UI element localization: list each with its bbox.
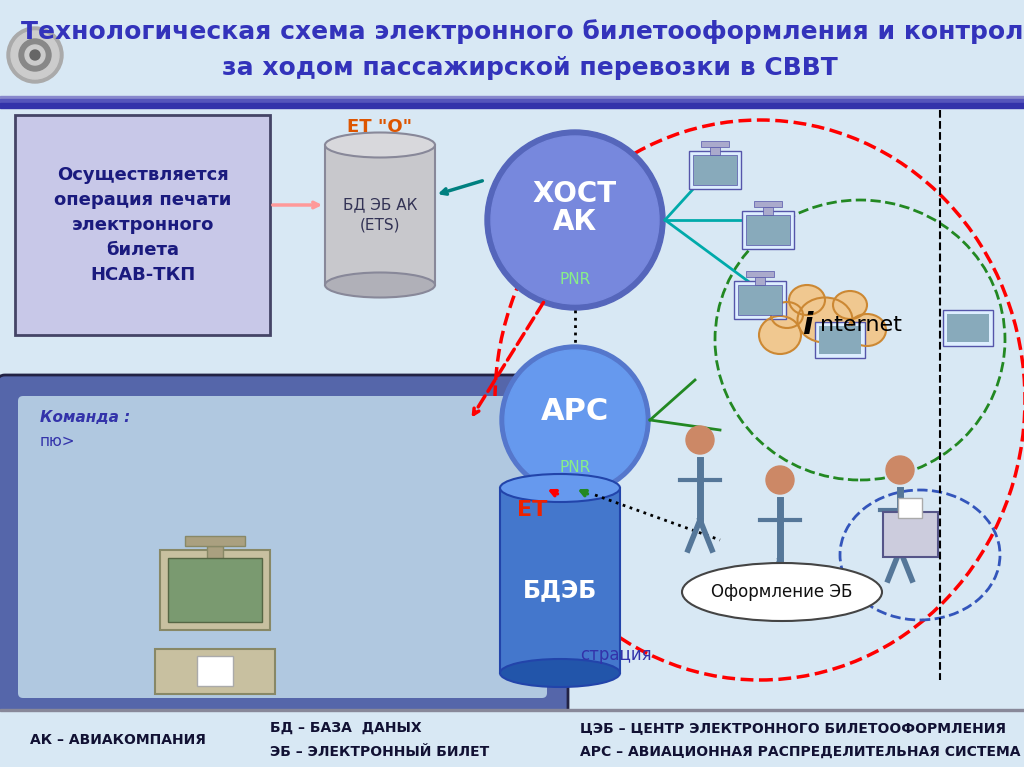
Ellipse shape (325, 272, 435, 298)
Bar (738, 285, 782, 315)
Ellipse shape (848, 314, 886, 346)
FancyBboxPatch shape (0, 375, 568, 719)
Text: Команда :: Команда : (40, 410, 130, 426)
Bar (0, 103, 1024, 108)
Text: АК – АВИАКОМПАНИЯ: АК – АВИАКОМПАНИЯ (30, 733, 206, 747)
Circle shape (490, 136, 659, 304)
Text: PNR: PNR (559, 272, 591, 288)
Bar (819, 326, 861, 354)
Text: Технологическая схема электронного билетооформления и контроля: Технологическая схема электронного билет… (20, 20, 1024, 44)
Circle shape (30, 50, 40, 60)
Text: PNR: PNR (559, 460, 591, 476)
Bar (734, 281, 786, 319)
Circle shape (11, 31, 59, 79)
Ellipse shape (682, 563, 882, 621)
Text: Оформление ЭБ: Оформление ЭБ (712, 583, 853, 601)
Bar (746, 271, 774, 277)
Bar (185, 536, 245, 546)
FancyBboxPatch shape (18, 396, 547, 698)
Bar (155, 649, 275, 694)
Bar (168, 558, 262, 622)
Circle shape (686, 426, 714, 454)
Circle shape (766, 466, 794, 494)
Ellipse shape (325, 133, 435, 157)
Ellipse shape (798, 298, 853, 343)
Bar (943, 310, 993, 346)
Text: nternet: nternet (820, 315, 902, 335)
Bar (500, 488, 620, 673)
Text: ЭБ – ЭЛЕКТРОННЫЙ БИЛЕТ: ЭБ – ЭЛЕКТРОННЫЙ БИЛЕТ (270, 745, 489, 759)
Text: АРС – АВИАЦИОННАЯ РАСПРЕДЕЛИТЕЛЬНАЯ СИСТЕМА: АРС – АВИАЦИОННАЯ РАСПРЕДЕЛИТЕЛЬНАЯ СИСТ… (580, 745, 1021, 759)
Bar (883, 512, 938, 557)
Bar (197, 656, 233, 686)
Bar (0, 0, 1024, 100)
Bar (693, 155, 737, 185)
Text: за ходом пассажирской перевозки в СВВТ: за ходом пассажирской перевозки в СВВТ (222, 56, 838, 80)
Text: ЕТ: ЕТ (517, 500, 547, 520)
Bar (160, 550, 270, 630)
Text: ЕТ "О": ЕТ "О" (347, 118, 413, 136)
Circle shape (485, 130, 665, 310)
Text: i: i (803, 311, 813, 340)
Bar (0, 709, 1024, 711)
Bar (763, 207, 773, 215)
Ellipse shape (759, 316, 801, 354)
Bar (815, 322, 865, 358)
Ellipse shape (771, 302, 803, 328)
Bar (15, 115, 270, 335)
Text: страция: страция (580, 646, 651, 664)
Bar (754, 201, 782, 207)
Text: АРС: АРС (541, 397, 609, 426)
Bar (0, 96, 1024, 99)
Ellipse shape (790, 285, 825, 315)
Text: ХОСТ
АК: ХОСТ АК (532, 180, 617, 236)
Ellipse shape (500, 474, 620, 502)
Bar (325, 145, 435, 285)
Text: пю>: пю> (40, 433, 76, 449)
Bar (0, 710, 1024, 767)
Bar (701, 141, 729, 147)
Bar (0, 99, 1024, 103)
Circle shape (886, 456, 914, 484)
Circle shape (7, 27, 63, 83)
Bar (746, 215, 790, 245)
Bar (755, 277, 765, 285)
Bar (947, 314, 989, 342)
Bar (898, 498, 922, 518)
Bar (689, 151, 741, 189)
Text: ЦЭБ – ЦЕНТР ЭЛЕКТРОННОГО БИЛЕТООФОРМЛЕНИЯ: ЦЭБ – ЦЕНТР ЭЛЕКТРОННОГО БИЛЕТООФОРМЛЕНИ… (580, 721, 1006, 735)
Text: БДЭБ: БДЭБ (523, 578, 597, 602)
Ellipse shape (833, 291, 867, 319)
Ellipse shape (500, 659, 620, 687)
Bar (742, 211, 794, 249)
Circle shape (19, 39, 51, 71)
Circle shape (500, 345, 650, 495)
Circle shape (25, 45, 45, 65)
Text: Осуществляется
операция печати
электронного
билета
НСАВ-ТКП: Осуществляется операция печати электронн… (54, 166, 231, 284)
Bar (207, 546, 223, 560)
Circle shape (505, 350, 645, 490)
Bar (710, 147, 720, 155)
Text: БД – БАЗА  ДАНЫХ: БД – БАЗА ДАНЫХ (270, 721, 422, 735)
Text: БД ЭБ АК
(ETS): БД ЭБ АК (ETS) (343, 198, 417, 232)
